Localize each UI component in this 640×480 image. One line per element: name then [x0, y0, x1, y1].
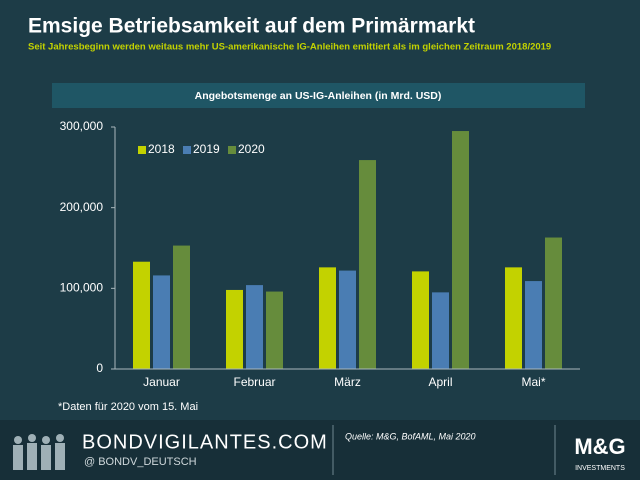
bar — [452, 131, 469, 369]
x-tick-label: März — [334, 375, 361, 389]
bar — [226, 289, 243, 369]
x-tick-label: Februar — [233, 375, 275, 389]
bar — [246, 285, 263, 369]
legend-label: 2020 — [238, 142, 265, 156]
site: BONDVIGILANTES.COM — [82, 431, 328, 453]
legend-label: 2019 — [193, 142, 220, 156]
bar — [505, 267, 522, 369]
legend-label: 2018 — [148, 142, 175, 156]
x-tick-label: Mai* — [521, 375, 545, 389]
chart-title: Emsige Betriebsamkeit auf dem Primärmark… — [28, 15, 475, 38]
bar — [133, 261, 150, 369]
people-icon — [13, 434, 65, 470]
panel-title: Angebotsmenge an US-IG-Anleihen (in Mrd.… — [195, 90, 442, 102]
legend-swatch — [138, 146, 146, 154]
logo: M&G — [574, 434, 625, 459]
y-tick-label: 200,000 — [60, 200, 104, 214]
legend-swatch — [228, 146, 236, 154]
x-tick-label: Januar — [143, 375, 180, 389]
twitter: @ BONDV_DEUTSCH — [84, 456, 197, 468]
bar — [339, 270, 356, 369]
bar — [412, 271, 429, 369]
bar — [545, 237, 562, 369]
footer — [0, 420, 640, 480]
bar — [173, 245, 190, 369]
source: Quelle: M&G, BofAML, Mai 2020 — [345, 431, 476, 441]
bar — [359, 160, 376, 369]
y-tick-label: 300,000 — [60, 119, 104, 133]
x-tick-label: April — [428, 375, 452, 389]
bar — [153, 275, 170, 369]
panel-header — [52, 83, 585, 108]
bar — [525, 281, 542, 369]
bar — [266, 291, 283, 369]
bar — [432, 292, 449, 369]
subtitle: Seit Jahresbeginn werden weitaus mehr US… — [28, 42, 551, 53]
logo-sub: INVESTMENTS — [575, 465, 625, 472]
legend-swatch — [183, 146, 191, 154]
y-tick-label: 100,000 — [60, 281, 104, 295]
y-tick-label: 0 — [96, 361, 103, 375]
bar — [319, 267, 336, 369]
footnote: *Daten für 2020 vom 15. Mai — [58, 401, 198, 413]
